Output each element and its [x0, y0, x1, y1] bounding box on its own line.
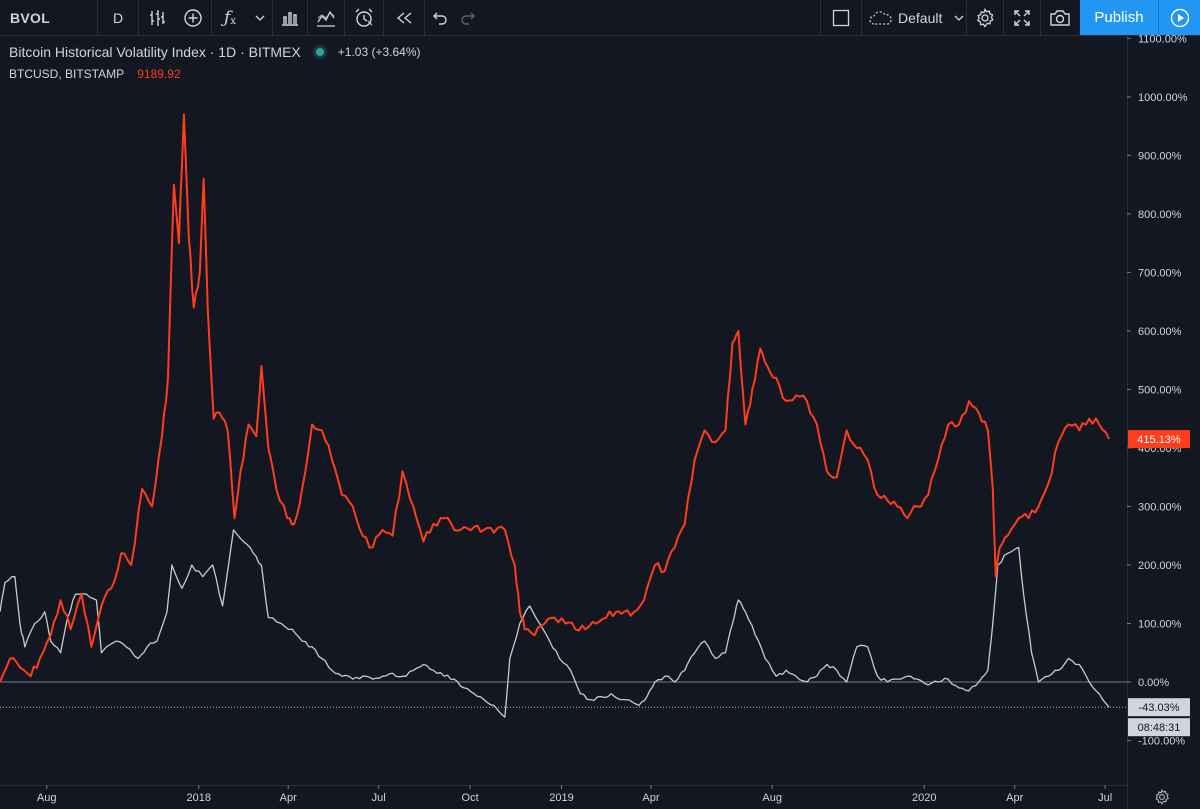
chevron-down-icon — [954, 15, 964, 21]
y-tick-label: 900.00% — [1138, 150, 1182, 162]
gear-icon[interactable] — [967, 0, 1003, 35]
layout-name: Default — [898, 9, 943, 26]
series-line — [0, 113, 1110, 683]
redo-icon[interactable] — [455, 0, 481, 35]
undo-icon[interactable] — [425, 0, 455, 35]
x-tick-label: Apr — [1006, 792, 1023, 804]
toolbar-divider — [307, 0, 308, 35]
x-tick-label: Apr — [642, 792, 659, 804]
compare-chart-icon[interactable] — [308, 0, 344, 35]
y-tick-label: 600.00% — [1138, 326, 1182, 338]
compare-value-label: -43.03% — [1139, 702, 1180, 714]
y-tick-label: 400.00% — [1138, 443, 1182, 455]
market-status-icon — [315, 48, 324, 56]
toolbar-divider — [424, 0, 425, 35]
y-tick-label: 200.00% — [1138, 560, 1182, 572]
toolbar-divider — [211, 0, 212, 35]
symbol-search-button[interactable]: BVOL — [10, 9, 51, 26]
chevron-down-icon[interactable] — [248, 0, 272, 35]
toolbar-divider — [861, 0, 862, 35]
main-series-legend[interactable]: Bitcoin Historical Volatility Index · 1D… — [9, 44, 421, 60]
y-tick-label: 800.00% — [1138, 209, 1182, 221]
series-change: +1.03 (+3.64%) — [337, 45, 421, 59]
compare-value: 9189.92 — [137, 67, 181, 81]
x-tick-label: 2019 — [549, 792, 573, 804]
last-value-badge — [1128, 430, 1190, 449]
compare-symbol: BTCUSD, BITSTAMP — [9, 67, 124, 81]
toolbar-divider — [97, 0, 98, 35]
publish-button[interactable]: Publish — [1080, 0, 1158, 35]
toolbar-divider — [138, 0, 139, 35]
series-title: Bitcoin Historical Volatility Index · 1D… — [9, 44, 301, 60]
price-scale-divider — [1127, 36, 1128, 809]
camera-icon[interactable] — [1041, 0, 1079, 35]
btcusd-series — [0, 113, 1110, 683]
y-tick-label: -100.00% — [1138, 736, 1185, 748]
plus-circle-icon[interactable] — [175, 0, 211, 35]
y-tick-label: 0.00% — [1138, 677, 1169, 689]
play-icon[interactable] — [1158, 0, 1200, 35]
time-scale-divider — [0, 785, 1127, 786]
toolbar-divider — [966, 0, 967, 35]
y-tick-label: 700.00% — [1138, 267, 1182, 279]
last-value-label: 415.13% — [1137, 434, 1181, 446]
bar-style-icon[interactable] — [139, 0, 175, 35]
x-tick-label: Jul — [372, 792, 386, 804]
templates-icon[interactable] — [273, 0, 307, 35]
alarm-clock-icon[interactable] — [345, 0, 383, 35]
interval-button[interactable]: D — [112, 9, 124, 26]
rewind-icon[interactable] — [384, 0, 424, 35]
bvol-series — [0, 529, 1110, 718]
countdown-badge — [1128, 718, 1190, 737]
series-line — [0, 529, 1110, 718]
toolbar-divider — [344, 0, 345, 35]
layout-selector[interactable]: Default — [862, 0, 966, 35]
x-tick-label: 2020 — [912, 792, 936, 804]
cloud-icon — [869, 10, 892, 25]
x-tick-label: Aug — [37, 792, 57, 804]
toolbar-divider — [272, 0, 273, 35]
y-tick-label: 1000.00% — [1138, 92, 1188, 104]
x-tick-label: Apr — [280, 792, 297, 804]
y-tick-label: 500.00% — [1138, 384, 1182, 396]
toolbar-divider — [820, 0, 821, 35]
x-tick-label: Oct — [462, 792, 479, 804]
fullscreen-icon[interactable] — [1004, 0, 1040, 35]
toolbar-divider — [383, 0, 384, 35]
x-tick-label: Aug — [762, 792, 782, 804]
y-tick-label: 300.00% — [1138, 501, 1182, 513]
scale-settings-gear-icon[interactable] — [1150, 785, 1174, 809]
toolbar-divider — [1040, 0, 1041, 35]
select-rectangle-icon[interactable] — [821, 0, 861, 35]
x-tick-label: Jul — [1098, 792, 1112, 804]
x-tick-label: 2018 — [187, 792, 211, 804]
compare-value-badge — [1128, 698, 1190, 717]
y-tick-label: 100.00% — [1138, 618, 1182, 630]
compare-series-legend[interactable]: BTCUSD, BITSTAMP 9189.92 — [9, 67, 181, 81]
toolbar-divider — [1003, 0, 1004, 35]
countdown-label: 08:48:31 — [1138, 722, 1181, 734]
